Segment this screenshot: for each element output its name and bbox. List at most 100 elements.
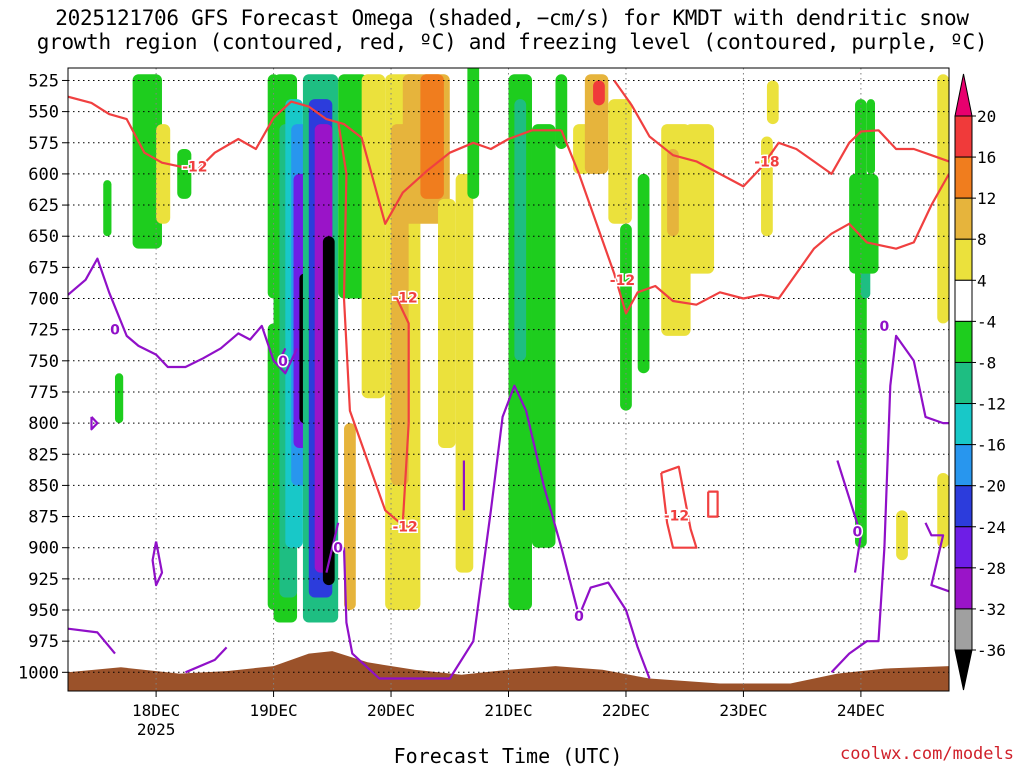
- terrain: [68, 651, 949, 691]
- colorbar-label-0: 20: [977, 107, 996, 126]
- x-tick-label-18DEC: 18DEC: [132, 701, 180, 720]
- colorbar-label-10: -24: [977, 518, 1006, 537]
- colorbar-label-6: -8: [977, 353, 996, 372]
- omega-cell-44: [849, 173, 879, 274]
- frz-contour-freezing-right-label: 0: [880, 319, 890, 335]
- terrain-fill: [68, 651, 949, 691]
- dgz-contour-dgz-small-ring: [707, 490, 719, 518]
- colorbar-bin-1: [954, 115, 973, 158]
- frz-contour-freezing-21dec: [342, 384, 651, 680]
- colorbar-bin-7: [954, 361, 973, 405]
- x-axis: 18DEC 19DEC 20DEC 21DEC 22DEC 23DEC 24DEC 2025: [132, 691, 885, 739]
- dgz-contour-dgz-22dec-label: -12: [610, 273, 635, 289]
- chart-title-line-1: 2025121706 GFS Forecast Omega (shaded, −…: [55, 6, 969, 30]
- omega-cell-36: [637, 173, 650, 374]
- frz-contour-freezing-left: [68, 257, 299, 375]
- omega-cell-23: [420, 74, 444, 199]
- omega-cell-26: [467, 68, 480, 199]
- colorbar-label-9: -20: [977, 477, 1006, 496]
- gridlines: [68, 68, 949, 691]
- omega-cell-35: [620, 223, 632, 411]
- omega-shading: [103, 68, 949, 623]
- dgz-contour-dgz-descending-label: -12: [392, 290, 417, 306]
- y-tick-label-925: 925: [28, 570, 59, 590]
- colorbar-label-4: 4: [977, 271, 987, 290]
- x-axis-title-text: Forecast Time (UTC): [393, 744, 623, 768]
- omega-cell-47: [937, 74, 949, 324]
- x-tick-label-22DEC: 22DEC: [602, 701, 650, 720]
- omega-cell-24: [438, 198, 456, 449]
- y-tick-label-750: 750: [28, 352, 59, 372]
- dgz-contour-dgz-upper-right: [613, 79, 949, 188]
- colorbar-bin-8: [954, 403, 973, 446]
- colorbar-bin-10: [954, 485, 973, 528]
- frz-contour-freezing-right-edge: [924, 522, 949, 593]
- colorbar-label-12: -32: [977, 600, 1006, 619]
- dgz-contour-dgz-box-label: -12: [664, 508, 689, 524]
- y-tick-label-525: 525: [28, 71, 59, 91]
- contours: -12 -12 -12 -12 -18 -12 0 0 0 0 0 0: [68, 79, 949, 680]
- colorbar-bin-6: [954, 320, 973, 363]
- dgz-contour-dgz-upper-right-label: -18: [754, 154, 779, 170]
- y-tick-label-875: 875: [28, 508, 59, 528]
- colorbar-bin-11: [954, 526, 973, 569]
- frz-contour-freezing-left-label: 0: [110, 323, 120, 339]
- omega-cell-25: [455, 173, 474, 573]
- frz-contour-freezing-19dec-spike-label: 0: [333, 541, 343, 557]
- omega-cell-34: [608, 99, 632, 224]
- colorbar-arrow-top: [954, 73, 973, 117]
- x-tick-label-24DEC: 24DEC: [837, 701, 885, 720]
- x-tick-label-20DEC: 20DEC: [367, 701, 415, 720]
- y-tick-label-600: 600: [28, 165, 59, 185]
- colorbar-bin-2: [954, 156, 973, 199]
- colorbar-bin-9: [954, 444, 973, 487]
- colorbar-bin-13: [954, 608, 973, 651]
- omega-cell-4: [114, 373, 124, 424]
- frz-contour-freezing-small-left: [90, 416, 99, 431]
- colorbar-label-5: -4: [977, 312, 996, 331]
- y-tick-label-725: 725: [28, 321, 59, 341]
- omega-cell-40: [761, 136, 773, 237]
- y-tick-label-700: 700: [28, 290, 59, 310]
- y-tick-label-625: 625: [28, 196, 59, 216]
- y-tick-label-900: 900: [28, 539, 59, 559]
- colorbar-bin-12: [954, 567, 973, 610]
- chart-title-line-2: growth region (contoured, red, ºC) and f…: [36, 30, 988, 54]
- frz-contour-freezing-right: [830, 334, 949, 674]
- omega-cell-39: [684, 124, 715, 274]
- frz-contour-freezing-19dec-core-label: 0: [278, 354, 288, 370]
- frz-contour-freezing-21dec-label: 0: [574, 609, 584, 625]
- credit-link[interactable]: coolwx.com/models: [840, 744, 1014, 764]
- frz-contour-freezing-bottom-left: [68, 627, 116, 655]
- colorbar-label-3: 8: [977, 230, 987, 249]
- y-tick-label-675: 675: [28, 258, 59, 278]
- colorbar-label-13: -36: [977, 641, 1006, 660]
- frz-contour-freezing-19dec-core: [278, 347, 287, 362]
- y-tick-label-575: 575: [28, 134, 59, 154]
- y-axis: 525 550 575 600 625 650 675 700 725 750 775 800 825 8…: [18, 71, 68, 683]
- omega-cell-19: [344, 423, 356, 611]
- colorbar-label-7: -12: [977, 395, 1006, 414]
- omega-cell-41: [766, 80, 779, 125]
- dgz-contour-dgz-descending: [337, 121, 418, 529]
- colorbar-bin-4: [954, 238, 973, 281]
- colorbar-label-8: -16: [977, 436, 1006, 455]
- omega-cell-33: [593, 80, 605, 106]
- y-tick-label-1000: 1000: [18, 663, 59, 683]
- frz-contour-freezing-19dec-spike: [325, 522, 340, 573]
- frz-contour-freezing-right-low-label: 0: [853, 525, 863, 541]
- dgz-contour-dgz-upper-left-label: -12: [182, 159, 207, 175]
- dgz-contour-dgz-lower-label: -12: [392, 520, 417, 536]
- colorbar-label-1: 16: [977, 148, 996, 167]
- omega-cell-2: [103, 180, 112, 237]
- x-axis-title: Forecast Time (UTC): [0, 744, 1024, 768]
- omega-cell-16: [322, 236, 335, 586]
- dgz-contour-dgz-22dec: [560, 129, 949, 315]
- frz-contour-freezing-bottom-mid: [185, 646, 228, 674]
- dgz-contour-dgz-lower: [395, 298, 410, 523]
- omega-cell-0: [132, 74, 162, 249]
- y-tick-label-650: 650: [28, 227, 59, 247]
- colorbar-label-2: 12: [977, 189, 996, 208]
- x-tick-year: 2025: [137, 720, 176, 739]
